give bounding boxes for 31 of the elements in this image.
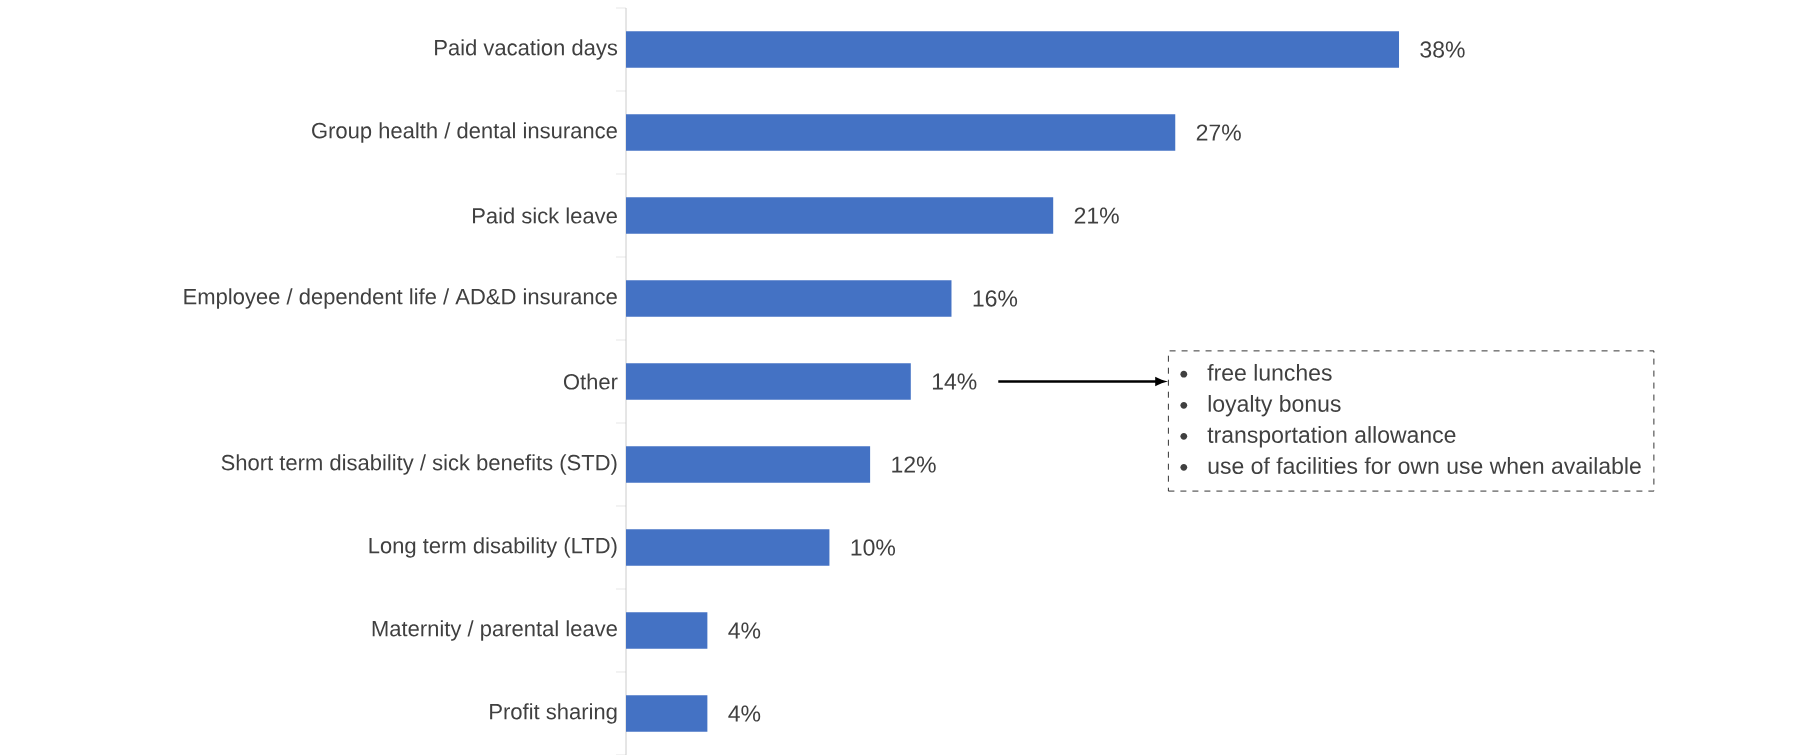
y-tick-label: Other [563, 373, 618, 390]
bar [626, 197, 1054, 234]
bar [626, 280, 952, 317]
data-label: 14% [932, 373, 977, 390]
annotation: free lunches [1207, 363, 1332, 381]
data-label: 27% [1196, 124, 1241, 141]
y-tick-label: Group health / dental insurance [312, 122, 617, 143]
bar [626, 446, 871, 483]
bar [626, 529, 830, 566]
bar [626, 695, 708, 732]
annotation: transportation allowance [1207, 426, 1456, 448]
bar [626, 114, 1176, 151]
annotation: use of facilities for own use when available [1208, 457, 1641, 474]
data-label: 38% [1420, 41, 1465, 58]
data-label: 21% [1074, 207, 1119, 224]
y-tick-label: Short term disability / sick benefits (STD) [221, 454, 617, 475]
y-tick-label: Maternity / parental leave [372, 620, 617, 641]
data-label: 4% [728, 705, 761, 722]
data-label: 4% [728, 622, 761, 639]
y-tick-label: Employee / dependent life / AD&D insurance [184, 288, 617, 309]
y-tick-label: Paid vacation days [435, 39, 618, 60]
y-tick-label: Profit sharing [490, 703, 617, 724]
bar [626, 612, 708, 649]
data-label: 10% [851, 539, 896, 556]
bar [626, 363, 911, 400]
annotation: loyalty bonus [1208, 395, 1341, 417]
data-label: 16% [973, 290, 1018, 307]
y-tick-label: Paid sick leave [473, 207, 617, 224]
bar [626, 31, 1400, 68]
data-label: 12% [892, 456, 936, 473]
y-tick-label: Long term disability (LTD) [369, 537, 617, 558]
